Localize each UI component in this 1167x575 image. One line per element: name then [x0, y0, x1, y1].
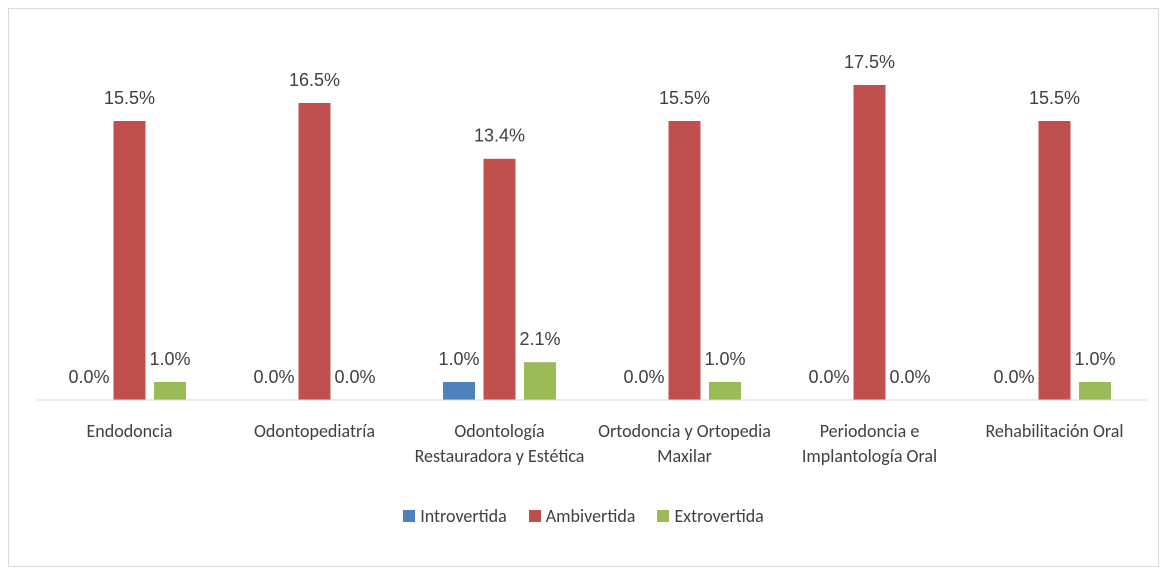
- data-label: 16.5%: [289, 70, 340, 90]
- data-label: 1.0%: [1074, 349, 1115, 369]
- data-label: 1.0%: [149, 349, 190, 369]
- bar: [1038, 121, 1071, 400]
- bar: [709, 382, 741, 400]
- x-tick-label: Rehabilitación Oral: [985, 420, 1124, 442]
- data-label: 13.4%: [474, 126, 525, 146]
- bar: [113, 121, 146, 400]
- legend-swatch: [657, 510, 670, 522]
- data-label: 0.0%: [623, 367, 664, 387]
- bar: [298, 103, 331, 400]
- chart-border: [8, 8, 1159, 567]
- x-tick-label: Ortodoncia y Ortopedia Maxilar: [598, 420, 771, 467]
- data-label: 1.0%: [704, 349, 745, 369]
- legend-item: Ambivertida: [528, 505, 636, 527]
- x-tick-label: Odontología Restauradora y Estética: [414, 420, 585, 467]
- data-label: 15.5%: [659, 88, 710, 108]
- data-label: 1.0%: [438, 349, 479, 369]
- legend-label: Extrovertida: [674, 505, 764, 527]
- x-tick-label: Periodoncia e Implantología Oral: [801, 420, 938, 467]
- bar: [524, 362, 556, 400]
- data-label: 0.0%: [253, 367, 294, 387]
- legend-item: Extrovertida: [657, 505, 764, 527]
- legend-swatch: [528, 510, 541, 522]
- bar: [1079, 382, 1111, 400]
- legend-label: Introvertida: [420, 505, 507, 527]
- x-tick-label: Odontopediatría: [253, 420, 376, 442]
- data-label: 17.5%: [844, 52, 895, 72]
- bar: [483, 158, 516, 400]
- x-tick-label: Endodoncia: [86, 420, 173, 442]
- data-label: 0.0%: [993, 367, 1034, 387]
- legend: Introvertida Ambivertida Extrovertida: [0, 505, 1167, 527]
- legend-swatch: [403, 510, 416, 522]
- bar: [668, 121, 701, 400]
- data-label: 0.0%: [68, 367, 109, 387]
- legend-label: Ambivertida: [545, 505, 636, 527]
- bar: [154, 382, 186, 400]
- data-label: 15.5%: [1029, 88, 1080, 108]
- data-label: 0.0%: [808, 367, 849, 387]
- legend-item: Introvertida: [403, 505, 507, 527]
- data-label: 2.1%: [519, 329, 560, 349]
- data-label: 0.0%: [334, 367, 375, 387]
- bar: [443, 382, 475, 400]
- data-label: 0.0%: [889, 367, 930, 387]
- bar: [853, 85, 886, 400]
- data-label: 15.5%: [104, 88, 155, 108]
